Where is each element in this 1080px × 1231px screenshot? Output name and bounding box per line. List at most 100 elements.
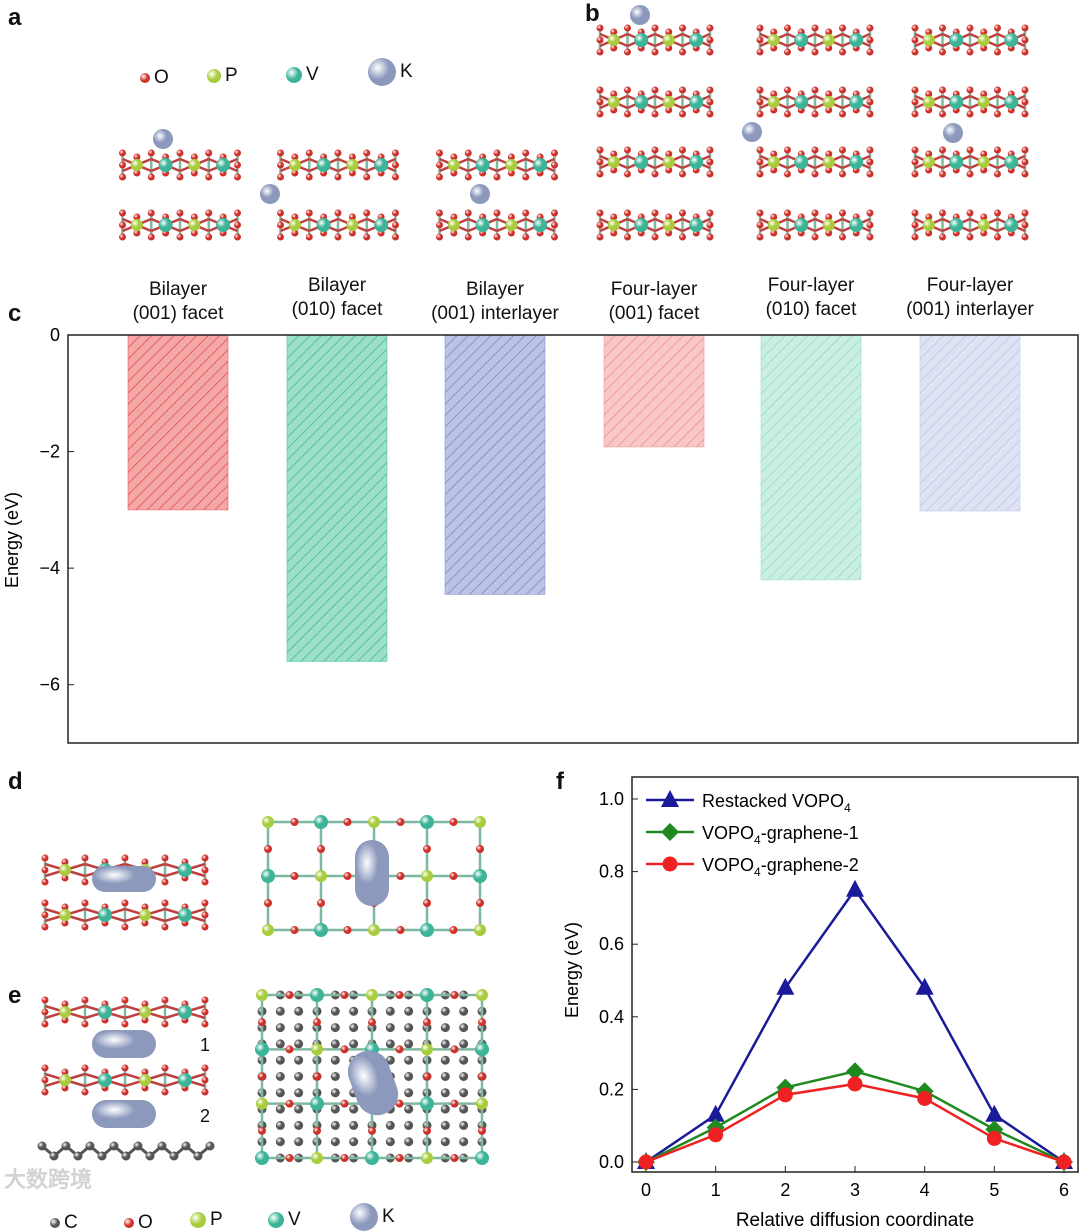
atom xyxy=(119,149,126,157)
panel-label-e: e xyxy=(8,982,22,1009)
atom xyxy=(949,155,964,169)
carbon-atom xyxy=(330,1137,340,1147)
atom xyxy=(81,996,89,1004)
atom xyxy=(756,221,764,229)
atom xyxy=(158,158,173,172)
atom xyxy=(679,110,686,118)
atom xyxy=(825,213,833,221)
carbon-atom xyxy=(109,1141,119,1151)
plot-frame-c xyxy=(67,334,1079,744)
atom xyxy=(811,233,819,241)
atom xyxy=(178,1073,192,1087)
atom xyxy=(665,229,673,237)
atom xyxy=(201,866,209,874)
carbon-atom xyxy=(440,1006,450,1016)
carbon-atom xyxy=(133,1141,143,1151)
atom xyxy=(363,233,371,241)
atom xyxy=(610,213,618,221)
atom xyxy=(121,1088,129,1096)
data-point xyxy=(985,1104,1004,1122)
atom xyxy=(551,173,558,181)
atom xyxy=(966,110,974,118)
atom xyxy=(475,1042,489,1057)
atom xyxy=(450,153,458,161)
atom xyxy=(911,36,919,44)
atom xyxy=(949,95,964,109)
atom xyxy=(188,159,201,171)
carbon-atom xyxy=(275,1137,285,1147)
atom xyxy=(81,1088,89,1096)
atom xyxy=(939,86,946,94)
atom xyxy=(41,1076,49,1084)
atom xyxy=(61,858,69,866)
atom xyxy=(334,149,342,157)
y-tick-label: 0.2 xyxy=(599,1079,624,1099)
atom xyxy=(980,166,988,174)
atom xyxy=(285,991,294,999)
atom xyxy=(153,129,173,149)
y-tick-label: 0.8 xyxy=(599,862,624,882)
atom xyxy=(630,5,650,25)
atom xyxy=(679,24,686,32)
atom xyxy=(450,169,458,177)
carbon-atom xyxy=(193,1151,203,1161)
atom xyxy=(216,158,231,172)
atom xyxy=(607,219,620,231)
legend-label-1: Restacked VOPO4 xyxy=(702,791,851,815)
carbon-atom xyxy=(85,1141,95,1151)
legend-marker xyxy=(662,856,678,872)
atom xyxy=(291,153,299,161)
atom xyxy=(392,161,399,169)
atom xyxy=(423,1126,431,1135)
atom xyxy=(624,24,631,32)
atom xyxy=(201,854,209,862)
atom xyxy=(770,229,778,237)
atom xyxy=(1021,233,1029,241)
carbon-atom xyxy=(459,1072,469,1081)
atom xyxy=(706,86,714,94)
y-tick-label: 0.0 xyxy=(599,1152,624,1172)
atom xyxy=(943,123,963,143)
atom xyxy=(866,158,874,166)
atom xyxy=(285,1154,294,1162)
atom xyxy=(610,90,618,98)
atom xyxy=(507,153,515,161)
atom xyxy=(866,98,874,106)
legend-bottom-p: P xyxy=(190,1209,223,1231)
atom xyxy=(365,1151,379,1165)
carbon-atom xyxy=(294,1104,304,1114)
atom xyxy=(436,221,443,229)
carbon-atom xyxy=(330,1039,340,1049)
atom xyxy=(533,158,548,172)
x-tick-label: 6 xyxy=(1059,1180,1069,1200)
atom xyxy=(285,1045,294,1054)
atom xyxy=(493,149,501,157)
atom xyxy=(205,149,213,157)
atom xyxy=(141,858,149,866)
atom xyxy=(811,146,819,154)
carbon-atom xyxy=(157,1141,167,1151)
atom xyxy=(911,110,919,118)
data-point xyxy=(846,879,864,897)
atom xyxy=(478,1126,486,1135)
atom xyxy=(610,44,618,52)
legend-bottom-v: V xyxy=(268,1209,301,1231)
carbon-atom xyxy=(294,1006,304,1016)
atom xyxy=(314,815,328,829)
atom xyxy=(1021,158,1029,166)
bar-3 xyxy=(444,334,546,595)
carbon-atom xyxy=(61,1141,71,1151)
atom xyxy=(980,150,988,158)
atom xyxy=(849,95,864,109)
carbon-atom xyxy=(330,1120,340,1130)
atom xyxy=(98,908,112,922)
atom xyxy=(234,173,241,181)
atom xyxy=(420,815,434,829)
category-label: Bilayer (001) facet xyxy=(132,279,224,324)
atom xyxy=(866,48,874,56)
atom xyxy=(911,158,919,166)
atom xyxy=(421,870,433,882)
atom xyxy=(450,229,458,237)
atom xyxy=(911,86,919,94)
atom xyxy=(706,24,714,32)
